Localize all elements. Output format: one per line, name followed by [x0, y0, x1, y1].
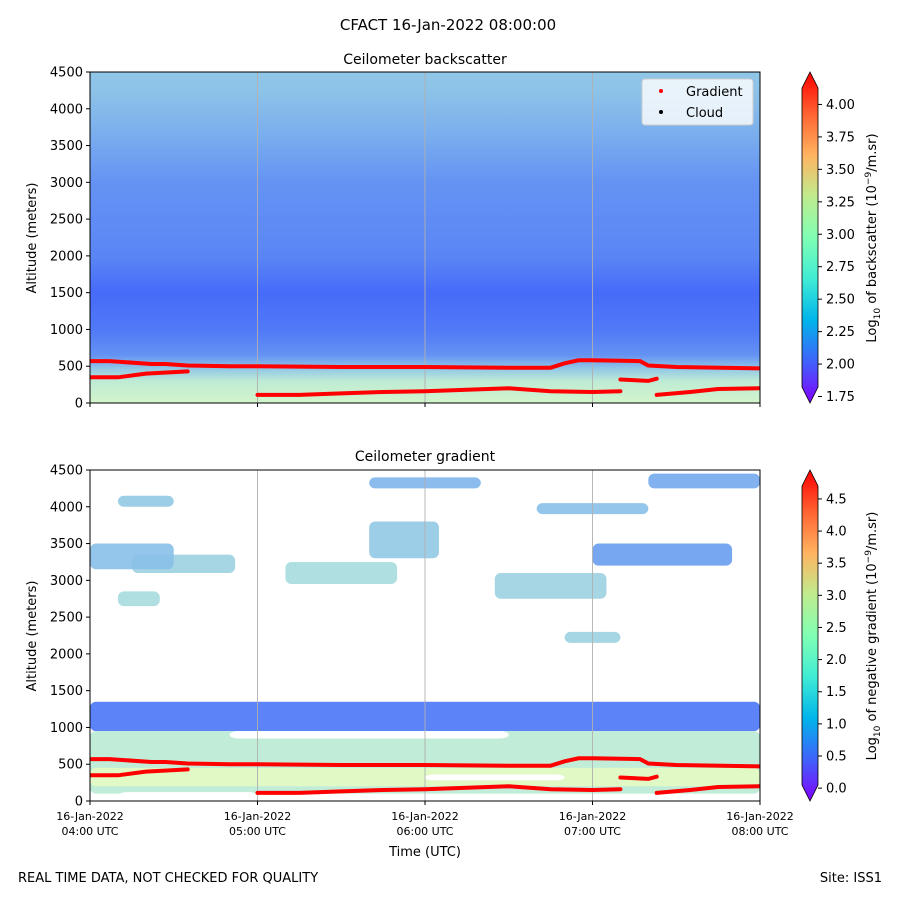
colorbar-tick-label: 3.50 — [826, 163, 855, 178]
gradient-marker-line — [654, 784, 760, 795]
x-tick-time: 06:00 UTC — [396, 825, 453, 838]
panel-2-title: Ceilometer gradient — [355, 449, 496, 465]
gradient-marker-line — [618, 774, 659, 781]
colorbar-tick-label: 3.0 — [826, 589, 847, 604]
panel-1-ylabel: Altitude (meters) — [25, 183, 40, 294]
x-tick-date: 16-Jan-2022 — [56, 810, 124, 823]
y-tick-label: 500 — [58, 758, 83, 773]
y-tick-label: 2500 — [50, 611, 83, 626]
y-tick-label: 2000 — [50, 249, 83, 264]
colorbar-tick-label: 2.75 — [826, 260, 855, 275]
colorbar-tick-label: 2.50 — [826, 293, 855, 308]
legend-gradient-marker — [659, 89, 663, 93]
gradient-layer — [494, 572, 607, 599]
figure-title: CFACT 16-Jan-2022 08:00:00 — [340, 16, 556, 34]
gradient-marker-line — [654, 386, 760, 397]
colorbar-tick-label: 3.5 — [826, 557, 847, 572]
colorbar-tick-label: 1.5 — [826, 685, 847, 700]
y-tick-label: 3000 — [50, 176, 83, 191]
colorbar-tick-label: 0.0 — [826, 782, 847, 797]
gradient-marker-line — [90, 767, 190, 778]
y-tick-label: 4500 — [50, 464, 83, 479]
gradient-marker-line — [90, 358, 760, 371]
data-gap — [425, 774, 565, 781]
gradient-marker-line — [255, 784, 623, 795]
gradient-layer — [117, 495, 174, 507]
gradient-layer — [117, 591, 160, 607]
colorbar-tick-label: 1.0 — [826, 717, 847, 732]
panel-2-ylabel: Altitude (meters) — [25, 581, 40, 692]
gradient-marker-line — [618, 376, 659, 383]
x-tick-date: 16-Jan-2022 — [726, 810, 794, 823]
legend-gradient-label: Gradient — [686, 85, 743, 100]
colorbar-tick-label: 2.5 — [826, 621, 847, 636]
quality-note: REAL TIME DATA, NOT CHECKED FOR QUALITY — [18, 871, 318, 886]
x-tick-time: 07:00 UTC — [564, 825, 621, 838]
gradient-marker-line — [255, 386, 623, 397]
colorbar-tick-label: 2.0 — [826, 653, 847, 668]
colorbar-gradient: 0.0 0.5 1.0 1.5 2.0 2.5 3.0 3.5 4.0 4.5 Log10 of … — [801, 469, 883, 802]
y-tick-label: 2000 — [50, 647, 83, 662]
colorbar-1-label: Log10 of backscatter (10−9/m.sr) — [864, 133, 883, 342]
y-tick-label: 1500 — [50, 684, 83, 699]
y-tick-label: 2500 — [50, 213, 83, 228]
y-tick-label: 3000 — [50, 574, 83, 589]
colorbar-tick-label: 0.5 — [826, 750, 847, 765]
gradient-layer — [90, 543, 174, 570]
panel-backscatter: Ceilometer backscatter 0 500 1000 1500 2000 2… — [25, 52, 883, 412]
x-tick-date: 16-Jan-2022 — [559, 810, 627, 823]
colorbar-tick-label: 3.00 — [826, 228, 855, 243]
gradient-marker-line — [90, 369, 190, 380]
gradient-marker-line — [90, 756, 760, 769]
panel-1-title: Ceilometer backscatter — [343, 52, 507, 68]
data-gap — [229, 731, 509, 739]
site-label: Site: ISS1 — [820, 871, 882, 886]
x-tick-date: 16-Jan-2022 — [391, 810, 459, 823]
y-tick-label: 1000 — [50, 721, 83, 736]
colorbar-tick-label: 4.0 — [826, 525, 847, 540]
y-tick-label: 500 — [58, 360, 83, 375]
data-gap — [117, 792, 258, 801]
x-axis-label: Time (UTC) — [388, 845, 461, 860]
x-tick-time: 08:00 UTC — [731, 825, 788, 838]
y-tick-label: 4000 — [50, 500, 83, 515]
colorbar-tick-label: 2.25 — [826, 325, 855, 340]
colorbar-tick-label: 3.75 — [826, 130, 855, 145]
colorbar-backscatter: 1.75 2.00 2.25 2.50 2.75 3.00 3.25 3.50 3.75 4.00… — [801, 71, 883, 405]
x-tick-date: 16-Jan-2022 — [224, 810, 292, 823]
colorbar-tick-label: 1.75 — [826, 390, 855, 405]
legend: Gradient Cloud — [641, 78, 754, 126]
legend-cloud-marker — [659, 110, 663, 114]
gradient-layer — [648, 473, 760, 489]
gradient-layer — [369, 521, 439, 559]
legend-cloud-label: Cloud — [686, 106, 723, 121]
gradient-layer — [592, 543, 733, 566]
colorbar-tick-label: 3.25 — [826, 195, 855, 210]
panel-gradient: Ceilometer gradient 0 500 1000 1500 2000 2500… — [25, 449, 883, 860]
y-tick-label: 4000 — [50, 102, 83, 117]
x-tick-time: 05:00 UTC — [229, 825, 286, 838]
y-tick-label: 1500 — [50, 286, 83, 301]
colorbar-tick-label: 2.00 — [826, 358, 855, 373]
y-tick-label: 1000 — [50, 323, 83, 338]
y-tick-label: 0 — [75, 397, 83, 412]
y-tick-label: 0 — [75, 795, 83, 810]
colorbar-tick-label: 4.5 — [826, 492, 847, 507]
x-tick-time: 04:00 UTC — [61, 825, 118, 838]
y-tick-label: 3500 — [50, 537, 83, 552]
colorbar-tick-label: 4.00 — [826, 98, 855, 113]
colorbar-2-label: Log10 of negative gradient (10−9/m.sr) — [864, 512, 883, 761]
y-tick-label: 4500 — [50, 66, 83, 81]
gradient-layer — [285, 561, 398, 585]
y-tick-label: 3500 — [50, 139, 83, 154]
